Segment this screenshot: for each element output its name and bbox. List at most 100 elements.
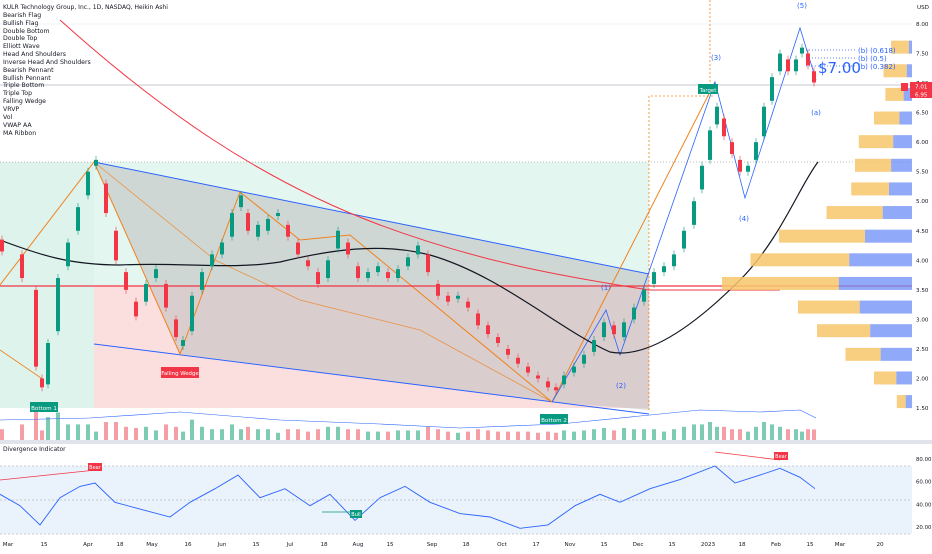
price-axis[interactable]: 8.007.507.006.506.005.505.004.504.003.50… (916, 22, 929, 412)
candle (256, 224, 260, 237)
target-badge[interactable] (698, 84, 718, 94)
volume-bar (94, 431, 98, 440)
volume-profile-bar-down (896, 371, 912, 385)
falling-wedge-badge[interactable] (161, 367, 199, 378)
legend-item[interactable]: Double Top (3, 35, 38, 43)
volume-profile-bar-down (903, 87, 912, 101)
time-tick-label: Apr (83, 542, 93, 548)
time-tick-label: May (146, 542, 158, 548)
legend-item[interactable]: Vol (3, 113, 13, 121)
time-tick-label: Jun (217, 542, 227, 548)
legend-item[interactable]: Head And Shoulders (3, 51, 66, 59)
legend-item[interactable]: VWAP AA (3, 121, 32, 129)
legend-item[interactable]: Triple Bottom (3, 82, 45, 90)
legend-item[interactable]: Bearish Flag (3, 11, 42, 19)
volume-profile-bar-down (889, 182, 912, 196)
volume-bar (572, 431, 576, 440)
candle (682, 230, 686, 249)
volume-ma-line (0, 409, 817, 429)
flag-icon[interactable] (901, 83, 908, 91)
wave-a-label: (a) (811, 109, 821, 117)
legend-item[interactable]: Bearish Pennant (3, 66, 54, 74)
price-tick-label: 5.50 (916, 170, 929, 176)
target-label: Target (699, 88, 717, 94)
volume-profile-bar-up (883, 64, 907, 78)
candle (94, 159, 98, 166)
volume-bar (326, 426, 330, 440)
volume-bar (536, 432, 540, 440)
time-tick-label: Nov (565, 542, 577, 548)
candle (436, 283, 440, 296)
candle (632, 307, 636, 320)
legend-item[interactable]: Falling Wedge (3, 98, 46, 106)
last-price-sub-badge (910, 90, 932, 98)
volume-bar (376, 431, 380, 440)
volume-profile-bar-down (864, 229, 912, 243)
time-tick-label: 15 (386, 542, 394, 548)
volume-bar (56, 412, 60, 440)
candle (516, 357, 520, 364)
volume-bar (700, 424, 704, 440)
legend-item[interactable]: Inverse Head And Shoulders (3, 58, 91, 66)
pane-divider[interactable] (0, 440, 932, 444)
legend-item[interactable]: Double Bottom (3, 27, 50, 35)
volume-bar (546, 431, 550, 440)
legend-item[interactable]: Bullish Flag (3, 19, 39, 27)
legend-item[interactable]: MA Ribbon (3, 129, 37, 137)
candle (200, 272, 204, 290)
volume-bar (662, 431, 666, 440)
volume-bar (124, 426, 128, 440)
candle (800, 47, 804, 54)
currency-label: USD (917, 5, 929, 11)
legend-item[interactable]: VRVP (3, 105, 20, 113)
volume-bar (800, 431, 804, 440)
candle (40, 378, 44, 388)
legend-item[interactable]: Triple Top (3, 90, 32, 98)
candle (76, 207, 80, 231)
indicator-legend[interactable]: KULR Technology Group, Inc., 1D, NASDAQ,… (3, 4, 168, 137)
volume-bar (602, 428, 606, 440)
volume-profile-bar-down (870, 324, 912, 338)
volume-bar (266, 429, 270, 440)
bull-badge[interactable] (350, 510, 362, 518)
price-tick-label: 6.00 (916, 140, 929, 146)
candle (572, 366, 576, 373)
bottom2-badge[interactable] (540, 414, 568, 424)
indicator-axis[interactable]: 80.00 60.00 40.00 20.00 (916, 457, 932, 531)
fib-5-label: (b) (0.5) (858, 55, 887, 63)
bottom1-badge[interactable] (30, 402, 58, 412)
bear-badge[interactable] (88, 463, 102, 471)
time-tick-label: Oct (497, 542, 507, 548)
volume-bar (286, 429, 290, 440)
big-price-label: $7.00 (818, 59, 861, 77)
time-axis[interactable]: Mar 15 Apr 18 May 16 Jun 15 Jul 18 Aug 15 Sep 18 Oct 17… (3, 542, 884, 548)
candle (812, 71, 816, 83)
volume-bar (754, 426, 758, 440)
candle (181, 340, 185, 346)
bear-badge[interactable] (774, 452, 788, 460)
volume-bar (456, 432, 460, 440)
bear-label: Bear (775, 454, 788, 460)
wedge-lower-line (93, 343, 650, 415)
candle (336, 230, 340, 249)
legend-item[interactable]: Bullish Pennant (3, 74, 51, 82)
volume-profile-bar-up (845, 347, 881, 361)
volume-profile-bar-up (826, 206, 883, 220)
price-tick-label: 4.50 (916, 229, 929, 235)
candle (239, 195, 243, 208)
bear-divergence-line (0, 469, 97, 481)
wave-4-label: (4) (739, 215, 749, 223)
legend-item[interactable]: Elliott Wave (3, 43, 40, 51)
candle (722, 118, 726, 137)
candle (34, 289, 38, 367)
candle (56, 278, 60, 332)
wave-5-label: (5) (797, 2, 807, 10)
volume-profile-bar-up (817, 324, 871, 338)
candle (406, 257, 410, 267)
candle (246, 213, 250, 231)
zigzag-inner (93, 161, 553, 403)
volume-profile-bar-down (859, 300, 912, 314)
time-tick-label: 15 (806, 542, 814, 548)
